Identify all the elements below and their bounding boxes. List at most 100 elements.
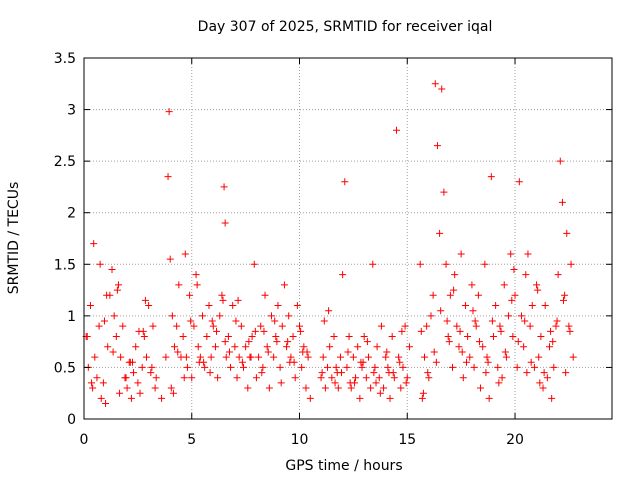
data-point [93,374,101,382]
data-point [112,332,120,340]
data-point [513,363,521,371]
data-point [417,327,425,335]
data-point [530,363,538,371]
data-point [501,348,509,356]
data-point [219,296,227,304]
data-point [567,260,575,268]
data-point [89,384,97,392]
data-point [261,291,269,299]
data-point [330,332,338,340]
plot-frame [83,57,613,420]
data-point [229,302,237,310]
data-point [286,358,294,366]
x-axis-label: GPS time / hours [285,458,402,474]
data-point [109,348,117,356]
data-point [187,317,195,325]
data-point [483,353,491,361]
data-point [274,302,282,310]
data-point [546,343,554,351]
data-point [449,363,457,371]
data-point [257,322,265,330]
data-point [485,394,493,402]
data-point [188,374,196,382]
x-tick-label: 5 [187,432,196,448]
data-point [471,317,479,325]
data-point [349,353,357,361]
y-tick-label: 2.5 [54,154,76,170]
y-tick-label: 1 [67,309,76,325]
data-point [248,332,256,340]
data-point [380,384,388,392]
data-point [358,363,366,371]
data-point [479,343,487,351]
data-point [484,358,492,366]
data-point [522,271,530,279]
data-point [536,379,544,387]
data-point [208,317,216,325]
data-point [258,369,266,377]
data-point [341,178,349,186]
data-point [468,281,476,289]
data-point [376,389,384,397]
data-point [328,374,336,382]
data-point [251,327,259,335]
data-point [505,312,513,320]
data-point [388,332,396,340]
data-point [495,379,503,387]
data-point [148,363,156,371]
data-point [90,240,98,248]
data-point [277,379,285,387]
data-point [304,353,312,361]
data-point [553,317,561,325]
data-point [369,260,377,268]
data-point [285,312,293,320]
data-point [201,363,209,371]
data-point [356,394,364,402]
data-point [119,322,127,330]
data-point [238,358,246,366]
data-point [494,363,502,371]
data-point [270,353,278,361]
data-point [320,317,328,325]
data-point [319,353,327,361]
data-point [437,307,445,315]
data-point [362,374,370,382]
data-point [403,374,411,382]
data-point [83,332,91,340]
data-points [82,80,577,408]
data-point [370,369,378,377]
data-point [517,312,525,320]
data-point [196,353,204,361]
data-point [225,348,233,356]
data-point [255,353,263,361]
data-point [429,291,437,299]
data-point [299,348,307,356]
data-point [333,369,341,377]
data-point [103,291,111,299]
data-point [142,353,150,361]
data-point [332,363,340,371]
y-tick-label: 3 [67,103,76,119]
data-point [245,338,253,346]
data-point [162,353,170,361]
data-point [363,338,371,346]
data-point [271,317,279,325]
data-point [524,250,532,258]
data-point [367,384,375,392]
data-point [222,353,230,361]
data-point [218,291,226,299]
data-point [510,265,518,273]
data-point [390,374,398,382]
data-point [221,338,229,346]
data-point [127,394,135,402]
data-point [86,302,94,310]
data-point [325,307,333,315]
data-point [472,322,480,330]
data-point [511,291,519,299]
data-point [206,369,214,377]
data-point [384,363,392,371]
data-point [130,369,138,377]
data-point [318,369,326,377]
x-tick-label: 0 [80,432,89,448]
